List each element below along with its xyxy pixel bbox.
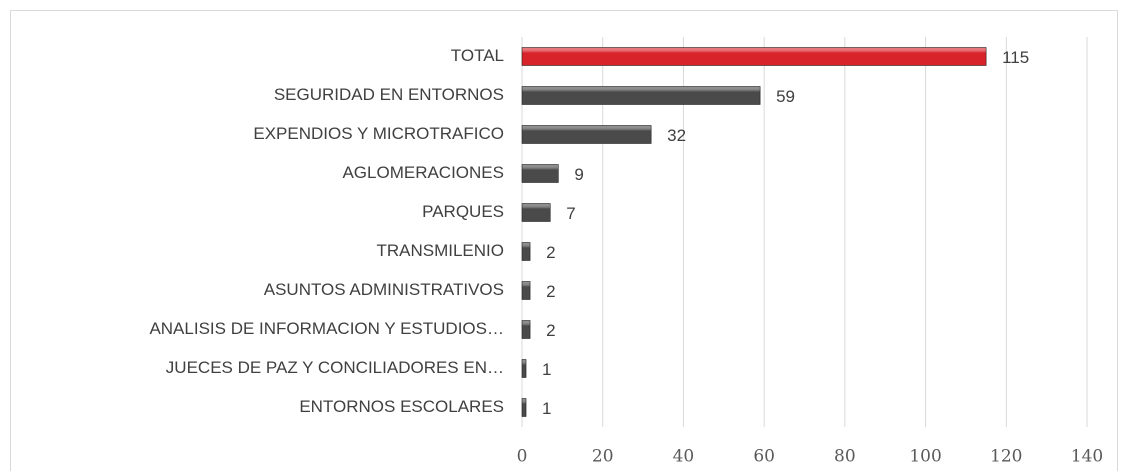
- y-tick-label: ANALISIS DE INFORMACION Y ESTUDIOS…: [149, 319, 504, 338]
- bar: [521, 242, 531, 261]
- y-tick-label: AGLOMERACIONES: [342, 163, 504, 182]
- y-tick-label: SEGURIDAD EN ENTORNOS: [274, 85, 504, 104]
- value-label: 115: [1002, 48, 1029, 67]
- bar: [521, 86, 761, 105]
- value-label: 59: [776, 87, 795, 106]
- x-tick-label: 100: [909, 447, 941, 467]
- value-label: 32: [667, 126, 686, 145]
- chart-border: [10, 10, 1118, 471]
- y-tick-label: EXPENDIOS Y MICROTRAFICO: [253, 124, 504, 143]
- value-label: 7: [566, 204, 575, 223]
- value-label: 2: [546, 321, 555, 340]
- value-label: 1: [542, 399, 551, 418]
- x-tick-label: 140: [1071, 447, 1103, 467]
- value-label: 9: [574, 165, 583, 184]
- x-tick-label: 20: [592, 447, 614, 467]
- y-tick-label: ENTORNOS ESCOLARES: [299, 397, 504, 416]
- bar: [521, 398, 527, 417]
- y-tick-label: TOTAL: [451, 46, 504, 65]
- x-tick-label: 40: [673, 447, 695, 467]
- bar: [521, 125, 652, 144]
- bar: [521, 203, 551, 222]
- bar: [521, 164, 559, 183]
- bar: [521, 320, 531, 339]
- value-label: 2: [546, 282, 555, 301]
- y-tick-label: ASUNTOS ADMINISTRATIVOS: [264, 280, 504, 299]
- value-label: 1: [542, 360, 551, 379]
- x-tick-label: 60: [753, 447, 775, 467]
- bar: [521, 281, 531, 300]
- x-tick-label: 80: [834, 447, 856, 467]
- value-label: 2: [546, 243, 555, 262]
- bar: [521, 47, 987, 66]
- y-tick-label: TRANSMILENIO: [376, 241, 504, 260]
- bar: [521, 359, 527, 378]
- y-tick-label: PARQUES: [422, 202, 504, 221]
- x-tick-label: 0: [517, 447, 528, 467]
- y-tick-label: JUECES DE PAZ Y CONCILIADORES EN…: [166, 358, 504, 377]
- x-tick-label: 120: [990, 447, 1022, 467]
